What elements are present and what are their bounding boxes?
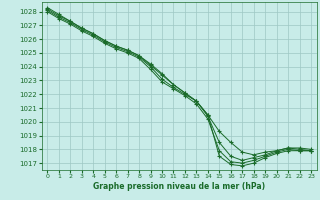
X-axis label: Graphe pression niveau de la mer (hPa): Graphe pression niveau de la mer (hPa) xyxy=(93,182,265,191)
